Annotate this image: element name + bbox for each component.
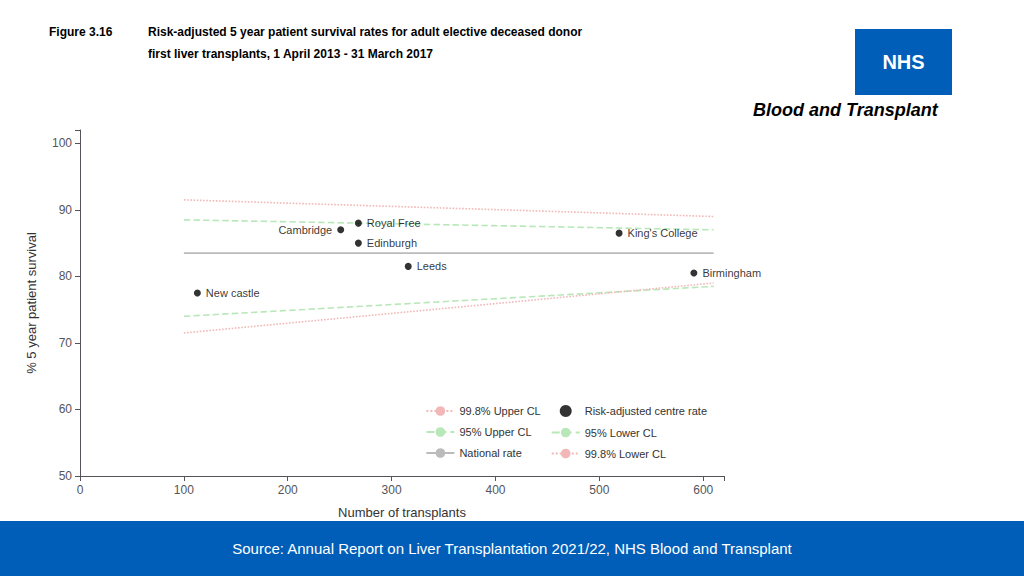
svg-text:80: 80 xyxy=(59,269,73,283)
svg-text:Number of transplants: Number of transplants xyxy=(338,505,466,520)
svg-text:Birmingham: Birmingham xyxy=(702,267,761,279)
svg-text:100: 100 xyxy=(174,483,194,497)
svg-text:50: 50 xyxy=(59,469,73,483)
svg-text:600: 600 xyxy=(693,483,713,497)
svg-text:95% Upper CL: 95% Upper CL xyxy=(459,426,531,438)
svg-text:Figure 3.16: Figure 3.16 xyxy=(49,25,113,39)
svg-text:500: 500 xyxy=(589,483,609,497)
svg-text:Edinburgh: Edinburgh xyxy=(367,237,417,249)
svg-text:Cambridge: Cambridge xyxy=(278,224,332,236)
svg-text:70: 70 xyxy=(59,336,73,350)
svg-text:King's College: King's College xyxy=(628,227,698,239)
svg-text:90: 90 xyxy=(59,203,73,217)
svg-text:Blood and Transplant: Blood and Transplant xyxy=(753,100,939,120)
svg-text:National rate: National rate xyxy=(459,447,521,459)
svg-text:first liver transplants, 1 Apr: first liver transplants, 1 April 2013 - … xyxy=(148,47,433,61)
svg-text:99.8% Upper CL: 99.8% Upper CL xyxy=(459,405,540,417)
svg-text:NHS: NHS xyxy=(882,51,924,73)
svg-text:Source: Annual Report on Liver: Source: Annual Report on Liver Transplan… xyxy=(232,540,792,557)
svg-text:New castle: New castle xyxy=(206,287,260,299)
svg-text:400: 400 xyxy=(485,483,505,497)
svg-text:200: 200 xyxy=(278,483,298,497)
svg-text:Risk-adjusted 5 year patient s: Risk-adjusted 5 year patient survival ra… xyxy=(148,25,582,39)
svg-text:0: 0 xyxy=(77,483,84,497)
svg-text:Risk-adjusted centre rate: Risk-adjusted centre rate xyxy=(585,405,707,417)
svg-text:60: 60 xyxy=(59,402,73,416)
svg-text:100: 100 xyxy=(52,136,72,150)
svg-text:Leeds: Leeds xyxy=(417,260,447,272)
svg-text:% 5 year patient survival: % 5 year patient survival xyxy=(24,232,39,374)
svg-text:95% Lower CL: 95% Lower CL xyxy=(585,427,657,439)
svg-text:99.8% Lower CL: 99.8% Lower CL xyxy=(585,448,666,460)
svg-text:300: 300 xyxy=(382,483,402,497)
svg-text:Royal Free: Royal Free xyxy=(367,217,421,229)
